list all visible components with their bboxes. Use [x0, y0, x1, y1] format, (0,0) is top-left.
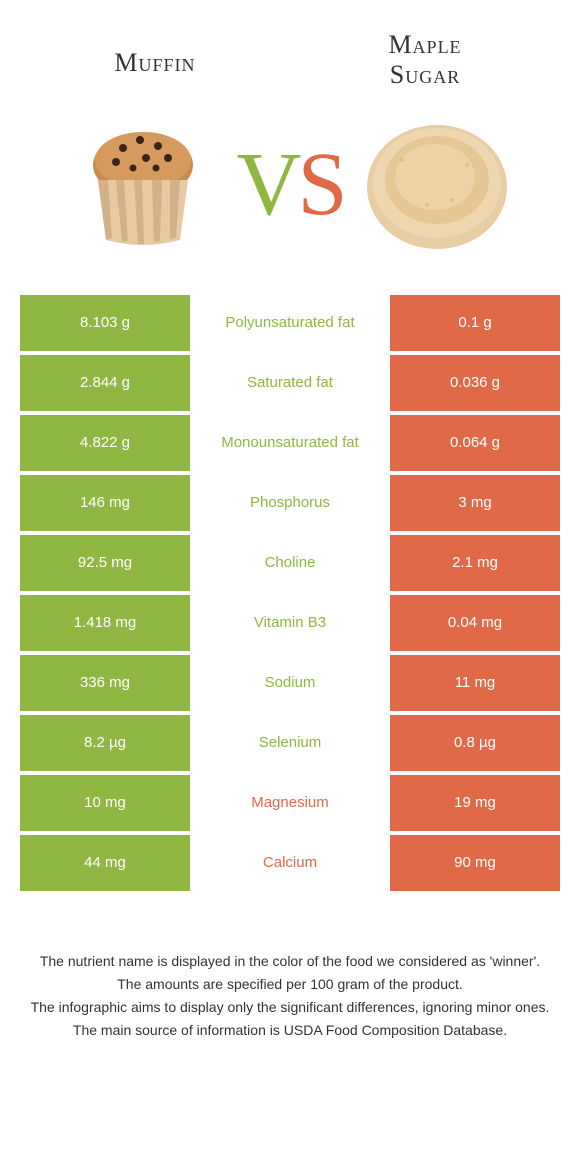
images-row: VS — [20, 100, 560, 270]
muffin-icon — [58, 100, 228, 270]
nutrient-left-value: 4.822 g — [20, 415, 190, 471]
nutrient-label: Vitamin B3 — [190, 595, 390, 651]
nutrient-left-value: 1.418 mg — [20, 595, 190, 651]
nutrient-right-value: 0.04 mg — [390, 595, 560, 651]
nutrient-left-value: 2.844 g — [20, 355, 190, 411]
vs-s: S — [297, 135, 343, 234]
footer-line-2: The amounts are specified per 100 gram o… — [30, 974, 550, 995]
nutrient-label: Selenium — [190, 715, 390, 771]
nutrient-left-value: 146 mg — [20, 475, 190, 531]
nutrient-right-value: 19 mg — [390, 775, 560, 831]
nutrient-right-value: 0.064 g — [390, 415, 560, 471]
nutrient-right-value: 11 mg — [390, 655, 560, 711]
footer-notes: The nutrient name is displayed in the co… — [20, 951, 560, 1041]
nutrient-left-value: 10 mg — [20, 775, 190, 831]
vs-v: V — [236, 135, 297, 234]
food-left-title: Muffin — [20, 30, 290, 78]
nutrient-left-value: 92.5 mg — [20, 535, 190, 591]
nutrient-row: 44 mgCalcium90 mg — [20, 835, 560, 891]
nutrient-row: 8.2 µgSelenium0.8 µg — [20, 715, 560, 771]
food-right-title-line1: Maple — [388, 30, 461, 59]
footer-line-1: The nutrient name is displayed in the co… — [30, 951, 550, 972]
maple-sugar-icon — [352, 100, 522, 270]
nutrient-right-value: 90 mg — [390, 835, 560, 891]
nutrient-table: 8.103 gPolyunsaturated fat0.1 g2.844 gSa… — [20, 295, 560, 891]
nutrient-label: Saturated fat — [190, 355, 390, 411]
nutrient-right-value: 3 mg — [390, 475, 560, 531]
nutrient-row: 10 mgMagnesium19 mg — [20, 775, 560, 831]
nutrient-label: Sodium — [190, 655, 390, 711]
food-right-title-line2: Sugar — [390, 60, 460, 89]
footer-line-3: The infographic aims to display only the… — [30, 997, 550, 1018]
infographic-container: Muffin Maple Sugar — [0, 0, 580, 1174]
nutrient-right-value: 0.8 µg — [390, 715, 560, 771]
nutrient-right-value: 0.036 g — [390, 355, 560, 411]
food-right-title: Maple Sugar — [290, 30, 560, 90]
nutrient-row: 8.103 gPolyunsaturated fat0.1 g — [20, 295, 560, 351]
nutrient-row: 146 mgPhosphorus3 mg — [20, 475, 560, 531]
nutrient-label: Choline — [190, 535, 390, 591]
nutrient-row: 336 mgSodium11 mg — [20, 655, 560, 711]
nutrient-left-value: 8.2 µg — [20, 715, 190, 771]
nutrient-label: Monounsaturated fat — [190, 415, 390, 471]
nutrient-row: 4.822 gMonounsaturated fat0.064 g — [20, 415, 560, 471]
header-titles: Muffin Maple Sugar — [20, 30, 560, 90]
vs-label: VS — [236, 140, 343, 230]
footer-line-4: The main source of information is USDA F… — [30, 1020, 550, 1041]
nutrient-label: Calcium — [190, 835, 390, 891]
nutrient-left-value: 8.103 g — [20, 295, 190, 351]
nutrient-right-value: 0.1 g — [390, 295, 560, 351]
nutrient-left-value: 44 mg — [20, 835, 190, 891]
nutrient-label: Phosphorus — [190, 475, 390, 531]
nutrient-row: 92.5 mgCholine2.1 mg — [20, 535, 560, 591]
nutrient-label: Magnesium — [190, 775, 390, 831]
nutrient-left-value: 336 mg — [20, 655, 190, 711]
nutrient-label: Polyunsaturated fat — [190, 295, 390, 351]
nutrient-row: 2.844 gSaturated fat0.036 g — [20, 355, 560, 411]
nutrient-right-value: 2.1 mg — [390, 535, 560, 591]
nutrient-row: 1.418 mgVitamin B30.04 mg — [20, 595, 560, 651]
